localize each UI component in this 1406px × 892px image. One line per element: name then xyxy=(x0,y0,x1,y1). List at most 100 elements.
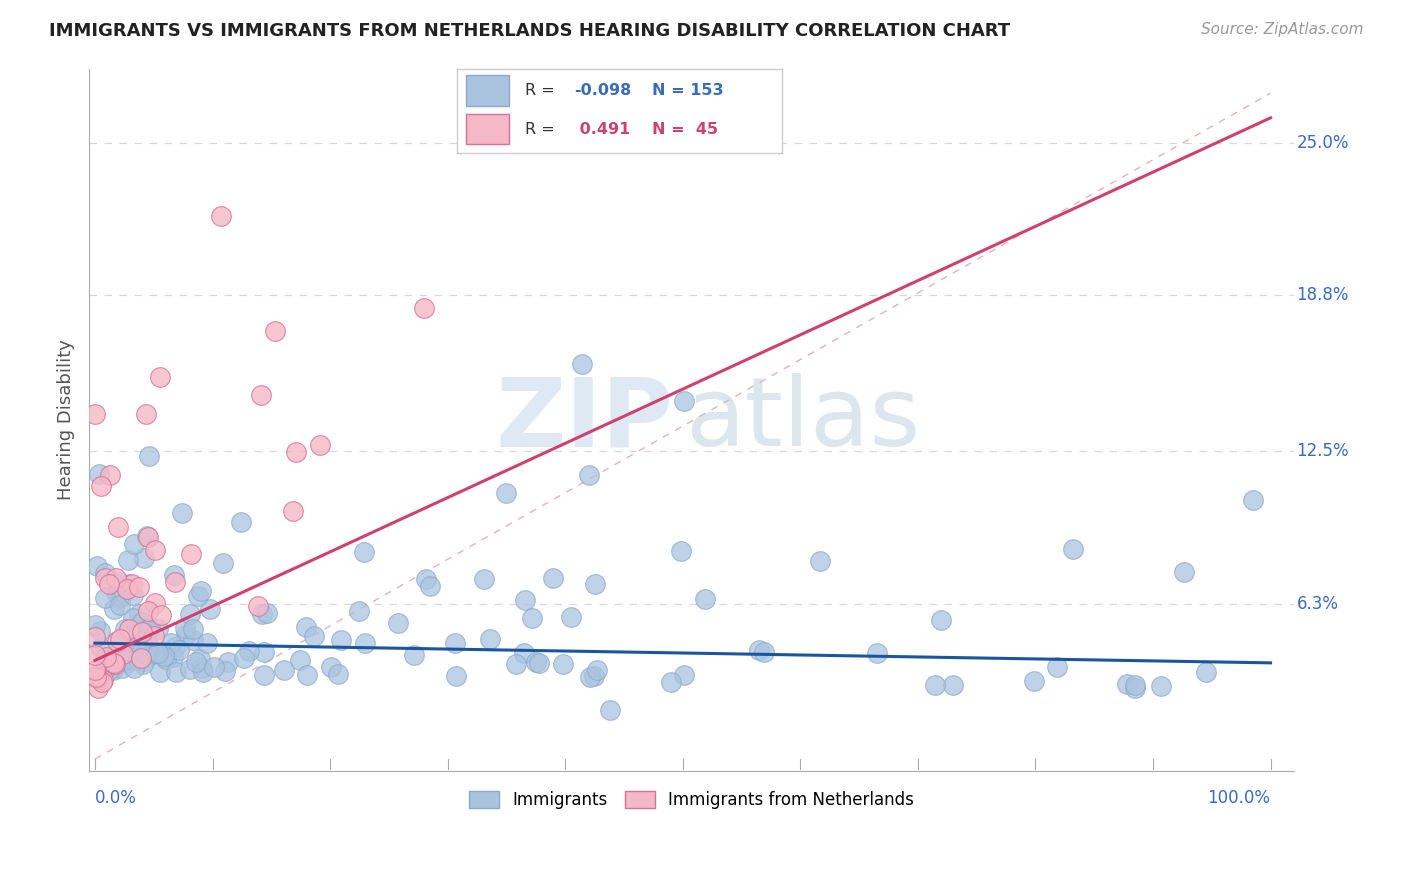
Point xyxy=(89,665,111,680)
Point xyxy=(253,644,276,658)
Point xyxy=(139,621,162,635)
Point xyxy=(136,617,159,632)
Point xyxy=(198,602,221,616)
Point xyxy=(143,646,166,660)
Point xyxy=(131,657,153,671)
Point xyxy=(143,596,166,610)
Point xyxy=(693,591,716,606)
Point xyxy=(149,608,172,623)
Point xyxy=(104,571,127,585)
Point xyxy=(142,629,165,643)
Point xyxy=(103,663,125,677)
Point xyxy=(111,654,134,668)
Point xyxy=(98,663,121,677)
Point xyxy=(128,653,150,667)
Point xyxy=(202,660,225,674)
Point xyxy=(529,656,551,670)
Point xyxy=(143,542,166,557)
Point xyxy=(354,635,377,649)
Point xyxy=(183,622,205,636)
Point xyxy=(472,572,495,586)
Point xyxy=(127,652,149,666)
Point xyxy=(87,681,110,695)
Point xyxy=(84,618,107,632)
Point xyxy=(136,530,159,544)
Point xyxy=(304,629,326,643)
Point xyxy=(84,648,107,662)
Point xyxy=(131,615,153,630)
Point xyxy=(924,678,946,692)
Point xyxy=(84,630,107,644)
Y-axis label: Hearing Disability: Hearing Disability xyxy=(58,340,75,500)
Point xyxy=(1116,676,1139,690)
Point xyxy=(121,626,143,640)
Point xyxy=(520,611,543,625)
Point xyxy=(671,544,693,558)
Point xyxy=(515,592,537,607)
Point xyxy=(129,651,152,665)
Point xyxy=(495,485,517,500)
Point xyxy=(309,438,332,452)
Point xyxy=(103,656,125,670)
Point xyxy=(347,604,370,618)
Point xyxy=(132,550,155,565)
Point xyxy=(191,665,214,679)
Point xyxy=(128,607,150,622)
Point xyxy=(107,654,129,668)
Point xyxy=(91,674,114,689)
Point xyxy=(551,657,574,671)
Point xyxy=(128,580,150,594)
Point xyxy=(1062,542,1084,557)
Point xyxy=(125,628,148,642)
Point xyxy=(105,587,128,601)
Point xyxy=(118,622,141,636)
Point xyxy=(105,634,128,648)
Point xyxy=(148,622,170,636)
Point xyxy=(752,645,775,659)
Point xyxy=(659,675,682,690)
Point xyxy=(139,647,162,661)
Point xyxy=(583,576,606,591)
Point xyxy=(121,589,143,603)
Point xyxy=(129,645,152,659)
Point xyxy=(173,621,195,635)
Point xyxy=(91,673,114,687)
Point xyxy=(295,620,318,634)
Point xyxy=(117,647,139,661)
Text: 6.3%: 6.3% xyxy=(1296,595,1339,613)
Point xyxy=(1024,673,1046,688)
Point xyxy=(233,650,256,665)
Point xyxy=(90,658,112,673)
Point xyxy=(124,648,146,663)
Point xyxy=(108,574,131,589)
Point xyxy=(107,520,129,534)
Point xyxy=(1123,677,1146,691)
Point xyxy=(560,609,582,624)
Point xyxy=(190,661,212,675)
Point xyxy=(184,655,207,669)
Point xyxy=(578,468,600,483)
Point xyxy=(110,591,132,605)
Legend: Immigrants, Immigrants from Netherlands: Immigrants, Immigrants from Netherlands xyxy=(463,784,921,816)
Point xyxy=(512,646,534,660)
Point xyxy=(165,640,187,654)
Point xyxy=(444,669,467,683)
Point xyxy=(114,622,136,636)
Point xyxy=(153,649,176,664)
Point xyxy=(808,554,831,568)
Point xyxy=(209,210,232,224)
Point xyxy=(672,668,695,682)
Point xyxy=(146,646,169,660)
Point xyxy=(136,604,159,618)
Text: 25.0%: 25.0% xyxy=(1296,134,1348,152)
Point xyxy=(115,656,138,670)
Point xyxy=(103,657,125,672)
Point xyxy=(86,558,108,573)
Point xyxy=(114,652,136,666)
Point xyxy=(135,407,157,421)
Point xyxy=(118,577,141,591)
Point xyxy=(122,625,145,640)
Point xyxy=(264,324,287,338)
Point xyxy=(84,407,107,421)
Point xyxy=(167,642,190,657)
